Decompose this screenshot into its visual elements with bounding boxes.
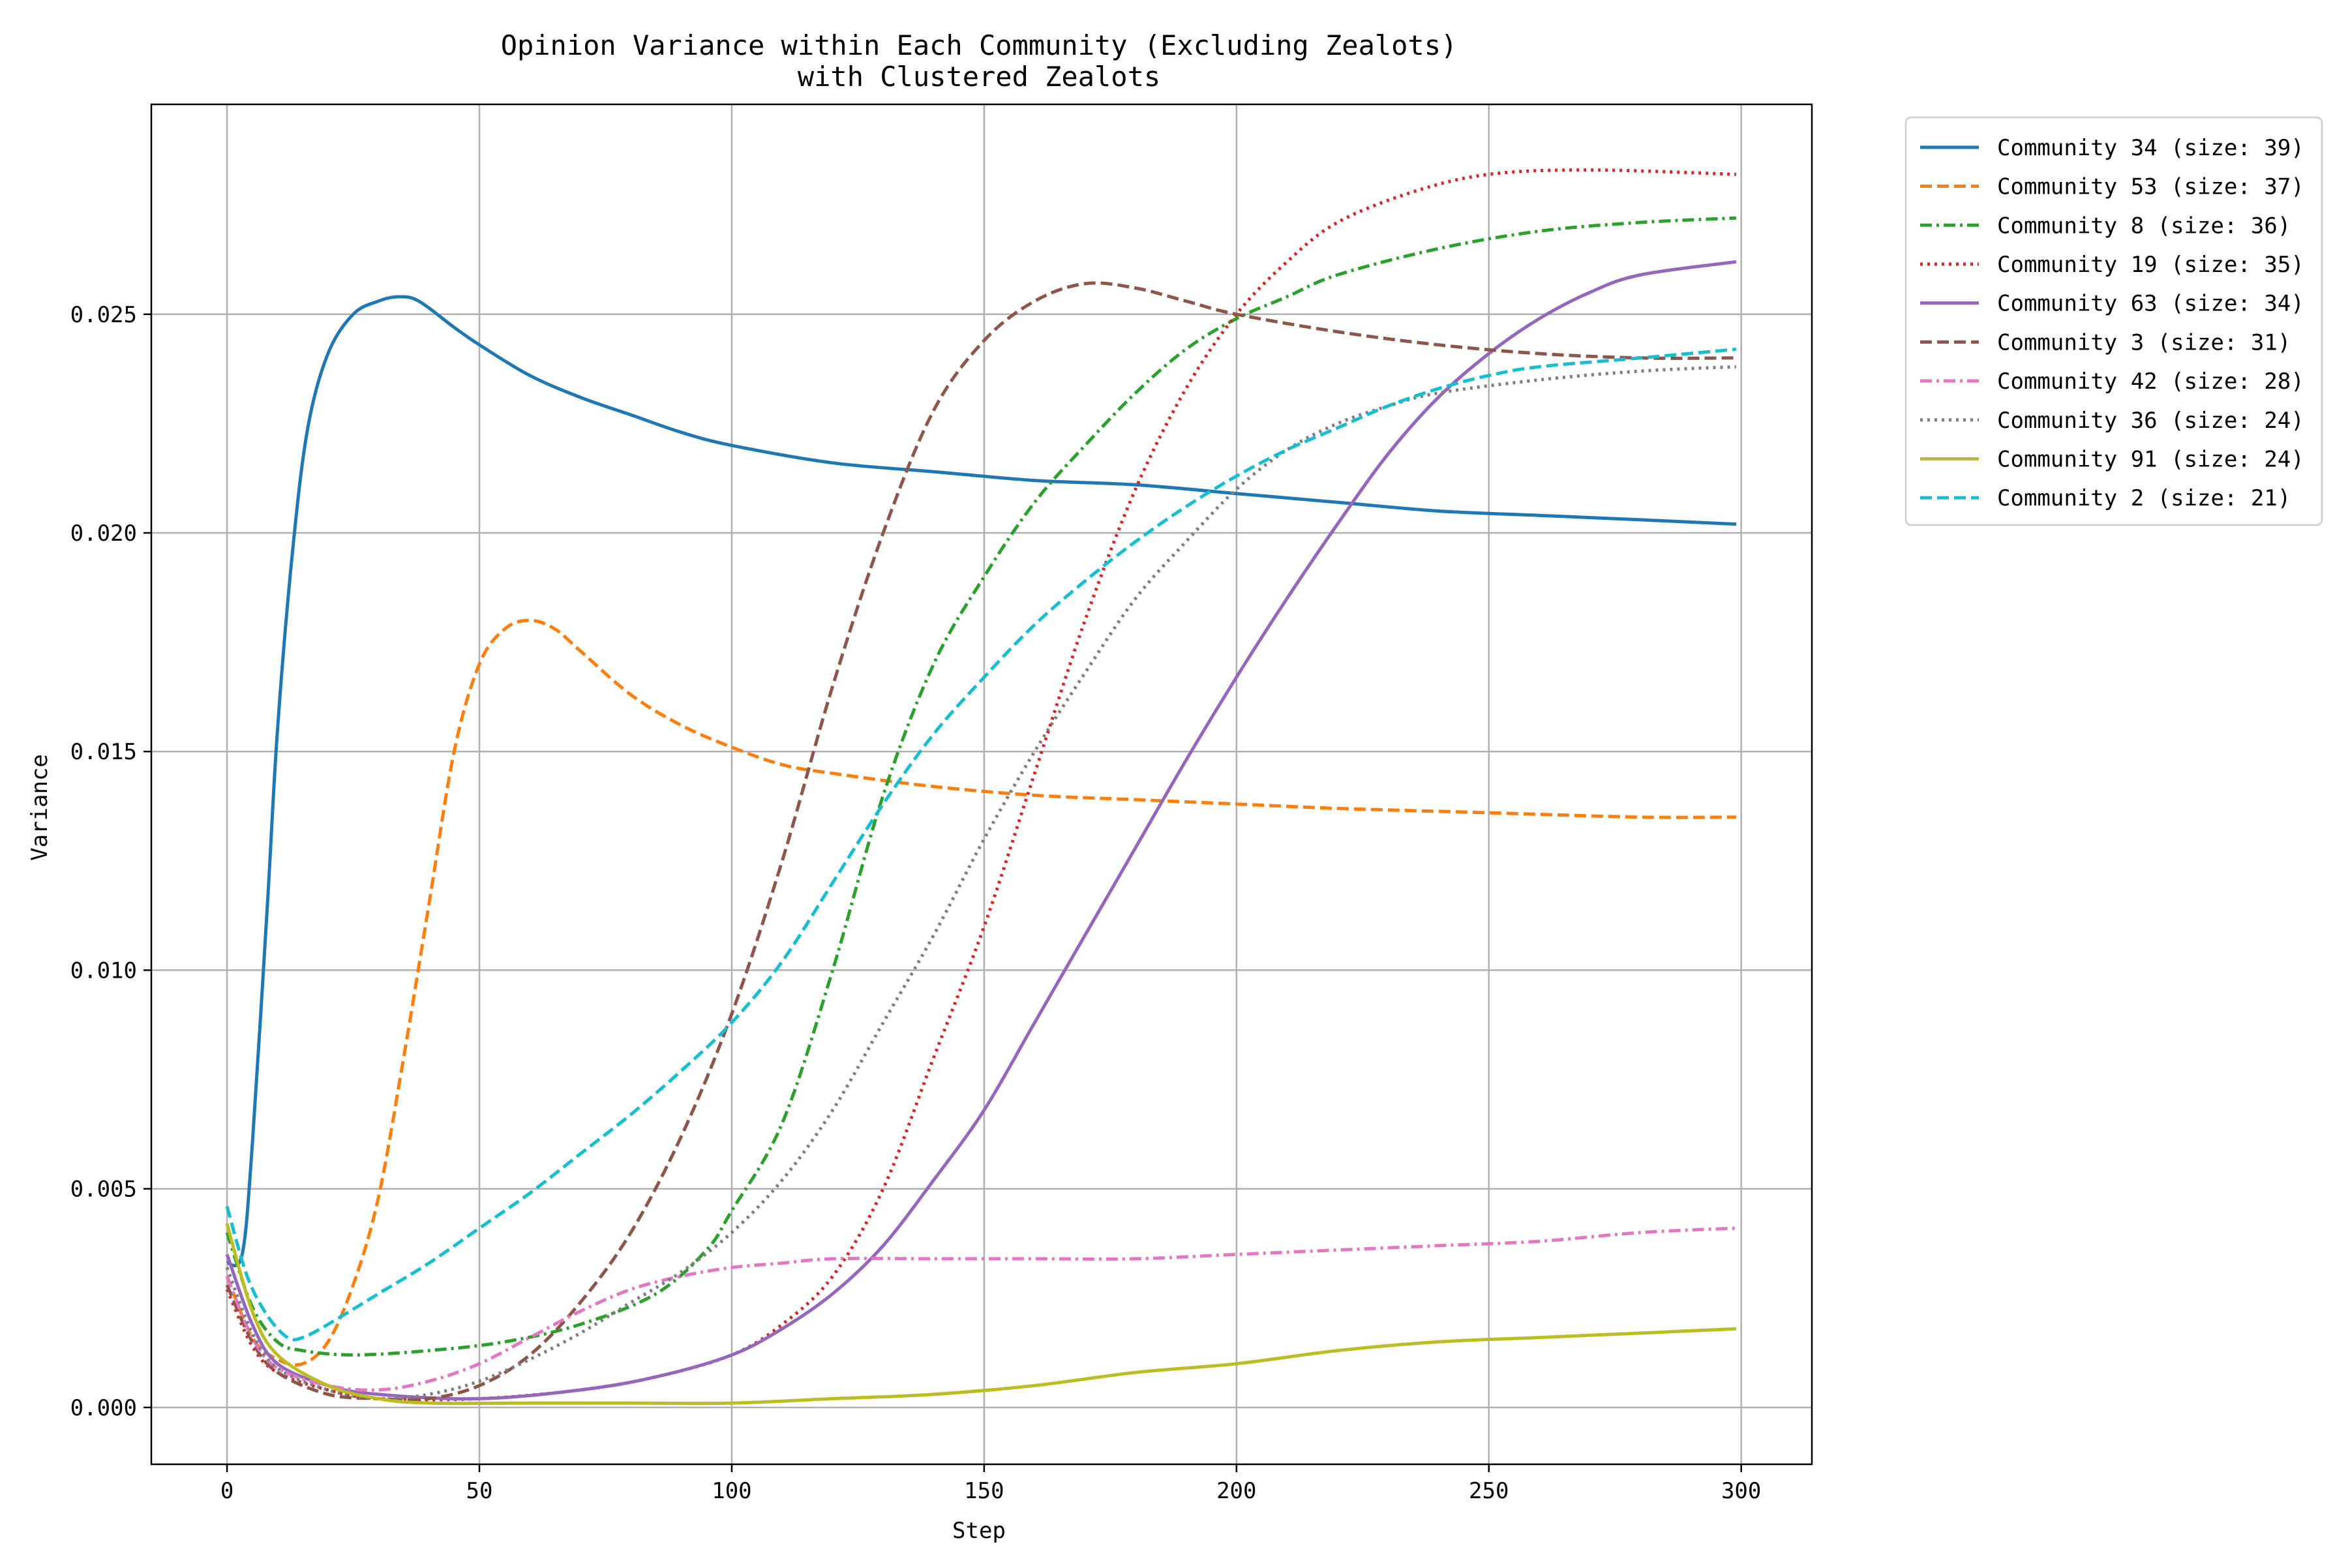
y-axis-label: Variance xyxy=(27,754,53,861)
axes-frame xyxy=(150,103,1813,1466)
y-tick-label: 0.010 xyxy=(70,957,137,984)
x-tick-label: 150 xyxy=(964,1478,1004,1504)
series-line-5 xyxy=(225,281,1736,1402)
legend-box xyxy=(1904,116,2323,526)
series-line-8 xyxy=(225,1223,1737,1406)
legend-label-0: Community 34 (size: 39) xyxy=(1997,135,2304,161)
legend-label-7: Community 36 (size: 24) xyxy=(1997,408,2304,434)
legend-label-3: Community 19 (size: 35) xyxy=(1997,252,2304,278)
legend-label-9: Community 2 (size: 21) xyxy=(1997,485,2291,511)
x-tick-label: 300 xyxy=(1721,1478,1761,1504)
legend-label-4: Community 63 (size: 34) xyxy=(1997,291,2304,317)
series-line-3 xyxy=(225,168,1736,1402)
y-tick-label: 0.015 xyxy=(70,739,137,765)
series-line-0 xyxy=(226,295,1737,1267)
x-tick-label: 250 xyxy=(1469,1478,1509,1504)
x-tick-label: 100 xyxy=(712,1478,751,1504)
chart-title-line-1: Opinion Variance within Each Community (… xyxy=(501,29,1458,61)
grid-lines xyxy=(151,104,1812,1464)
y-tick-label: 0.020 xyxy=(70,520,137,547)
x-tick-label: 50 xyxy=(466,1478,493,1504)
legend-label-8: Community 91 (size: 24) xyxy=(1997,446,2304,472)
series-line-2 xyxy=(225,216,1737,1357)
x-tick-label: 0 xyxy=(220,1478,233,1504)
legend-label-1: Community 53 (size: 37) xyxy=(1997,174,2304,200)
y-tick-label: 0.025 xyxy=(70,302,137,328)
legend-label-6: Community 42 (size: 28) xyxy=(1997,369,2304,395)
series-line-6 xyxy=(225,1226,1737,1392)
x-axis-label: Step xyxy=(952,1518,1006,1544)
plot-series xyxy=(225,168,1737,1406)
axis-ticks: 0 50 100 150 200 250 300 0.000 0.005 0.010 0.015 0.… xyxy=(70,302,1762,1504)
y-tick-label: 0.005 xyxy=(70,1177,137,1203)
series-line-7 xyxy=(225,365,1737,1401)
legend-label-5: Community 3 (size: 31) xyxy=(1997,329,2291,355)
y-tick-label: 0.000 xyxy=(70,1395,137,1421)
series-line-9 xyxy=(225,347,1737,1342)
legend-label-2: Community 8 (size: 36) xyxy=(1997,213,2291,239)
chart-title-line-2: with Clustered Zealots xyxy=(798,61,1160,93)
series-line-1 xyxy=(225,618,1736,1367)
legend: Community 34 (size: 39) Community 53 (siz… xyxy=(1904,116,2323,526)
x-tick-label: 200 xyxy=(1216,1478,1256,1504)
